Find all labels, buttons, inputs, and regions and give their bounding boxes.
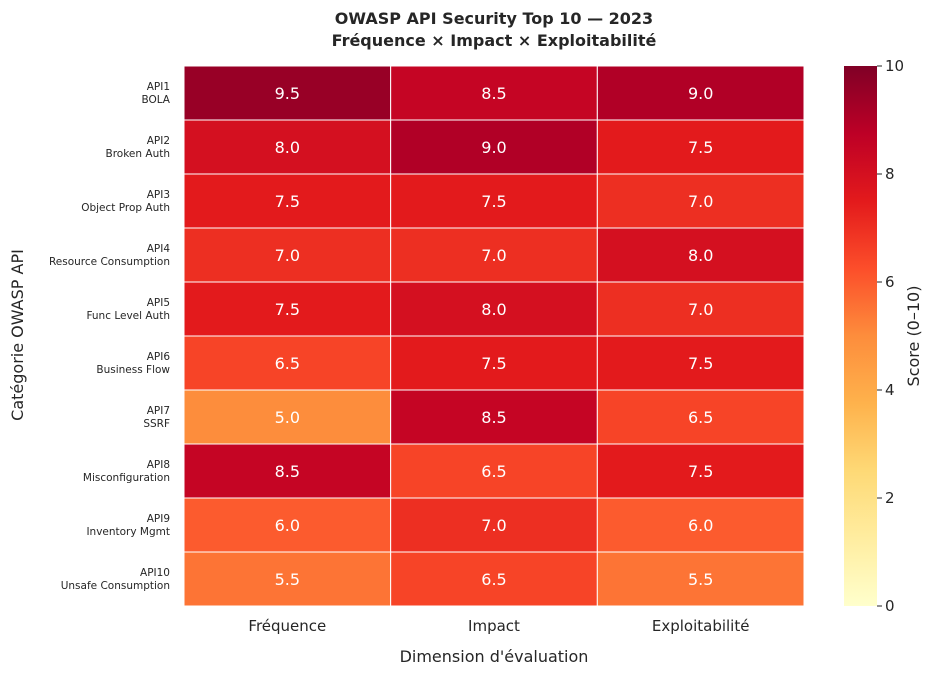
row-label-name: Object Prop Auth	[81, 202, 170, 214]
heatmap-cell	[596, 65, 805, 121]
heatmap-cells: 9.5 8.5 9.0 8.0 9.0 7.5 7.5 7.5 7.0 7.0 7.0 8.0 7.5 8…	[183, 65, 805, 607]
cell-value-label: 7.0	[688, 192, 713, 211]
cell-value-label: 7.5	[688, 354, 713, 373]
cell-value-label: 7.5	[275, 300, 300, 319]
heatmap-cell	[183, 443, 392, 499]
row-label-code: API10	[140, 567, 170, 579]
cell-value-label: 7.0	[481, 246, 506, 265]
row-label-code: API6	[147, 351, 171, 363]
cell-value-label: 7.5	[481, 192, 506, 211]
colorbar-tick-label: 2	[885, 489, 895, 507]
row-label-name: Inventory Mgmt	[86, 526, 170, 538]
chart-subtitle: Fréquence × Impact × Exploitabilité	[332, 31, 657, 50]
colorbar-tick-label: 10	[885, 57, 904, 75]
row-label-code: API4	[147, 243, 171, 255]
heatmap-cell	[390, 389, 598, 445]
row-label-name: Func Level Auth	[86, 310, 170, 322]
cell-value-label: 7.5	[481, 354, 506, 373]
y-axis-label: Catégorie OWASP API	[8, 249, 27, 421]
heatmap-cell	[596, 443, 805, 499]
row-label-code: API7	[147, 405, 170, 417]
row-label-code: API5	[147, 297, 170, 309]
row-label-code: API8	[147, 459, 170, 471]
cell-value-label: 7.5	[275, 192, 300, 211]
cell-value-label: 7.5	[688, 462, 713, 481]
heatmap-cell	[390, 335, 598, 391]
row-label-code: API1	[147, 81, 170, 93]
heatmap-cell	[183, 497, 392, 553]
row-label-name: Resource Consumption	[49, 256, 170, 268]
cell-value-label: 7.0	[688, 300, 713, 319]
cell-value-label: 5.5	[688, 570, 713, 589]
heatmap-cell	[390, 65, 598, 121]
cell-value-label: 8.5	[481, 408, 506, 427]
column-label: Impact	[468, 617, 520, 635]
heatmap-cell	[390, 551, 598, 607]
heatmap-cell	[390, 173, 598, 229]
column-label: Exploitabilité	[652, 617, 750, 635]
cell-value-label: 7.0	[275, 246, 300, 265]
cell-value-label: 8.5	[481, 84, 506, 103]
row-label-name: BOLA	[141, 94, 170, 106]
colorbar-tick-label: 4	[885, 381, 895, 399]
row-label-name: Broken Auth	[106, 148, 170, 160]
cell-value-label: 9.0	[688, 84, 713, 103]
heatmap-cell	[183, 389, 392, 445]
row-label-code: API3	[147, 189, 170, 201]
cell-value-label: 9.5	[275, 84, 300, 103]
colorbar-label: Score (0–10)	[904, 286, 923, 387]
cell-value-label: 8.0	[688, 246, 713, 265]
heatmap-cell	[596, 335, 805, 391]
heatmap-cell	[183, 551, 392, 607]
heatmap-cell	[596, 227, 805, 283]
cell-value-label: 5.5	[275, 570, 300, 589]
cell-value-label: 6.5	[688, 408, 713, 427]
heatmap-cell	[183, 227, 392, 283]
row-label-name: Business Flow	[96, 364, 170, 376]
column-labels: Fréquence Impact Exploitabilité	[248, 617, 749, 635]
cell-value-label: 8.0	[275, 138, 300, 157]
row-label-code: API9	[147, 513, 170, 525]
cell-value-label: 8.5	[275, 462, 300, 481]
colorbar-tick-label: 6	[885, 273, 895, 291]
heatmap-cell	[390, 119, 598, 175]
cell-value-label: 8.0	[481, 300, 506, 319]
cell-value-label: 6.5	[275, 354, 300, 373]
cell-value-label: 9.0	[481, 138, 506, 157]
column-label: Fréquence	[248, 617, 326, 635]
colorbar-gradient	[844, 66, 877, 606]
heatmap-cell	[390, 281, 598, 337]
colorbar: 0 2 4 6 8 10 Score (0–10)	[844, 57, 923, 615]
heatmap-cell	[183, 119, 392, 175]
cell-value-label: 6.0	[688, 516, 713, 535]
cell-value-label: 6.5	[481, 570, 506, 589]
colorbar-tick-label: 8	[885, 165, 895, 183]
cell-value-label: 5.0	[275, 408, 300, 427]
heatmap-cell	[183, 65, 392, 121]
x-axis-label: Dimension d'évaluation	[400, 647, 589, 666]
heatmap-cell	[596, 281, 805, 337]
cell-value-label: 6.0	[275, 516, 300, 535]
chart-title: OWASP API Security Top 10 — 2023	[335, 9, 653, 28]
cell-value-label: 7.5	[688, 138, 713, 157]
heatmap-cell	[183, 281, 392, 337]
row-label-name: Unsafe Consumption	[61, 580, 170, 592]
heatmap-cell	[596, 497, 805, 553]
heatmap-cell	[183, 335, 392, 391]
heatmap-cell	[596, 119, 805, 175]
cell-value-label: 6.5	[481, 462, 506, 481]
heatmap-cell	[596, 551, 805, 607]
row-label-name: SSRF	[143, 418, 170, 430]
row-label-code: API2	[147, 135, 170, 147]
heatmap-cell	[390, 443, 598, 499]
heatmap-cell	[596, 389, 805, 445]
cell-value-label: 7.0	[481, 516, 506, 535]
row-label-name: Misconfiguration	[83, 472, 170, 484]
colorbar-tick-label: 0	[885, 597, 895, 615]
